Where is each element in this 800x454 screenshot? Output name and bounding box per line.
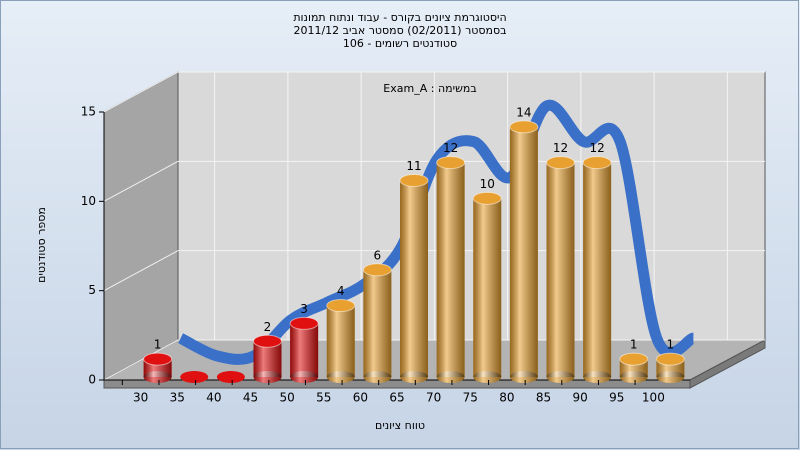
bar-shade: [290, 323, 319, 377]
x-tick-label: 60: [353, 391, 368, 405]
back-wall: [177, 71, 766, 341]
bar-bottom-shade: [400, 371, 428, 383]
bar-bottom-shade: [143, 371, 172, 383]
grid-line: [103, 160, 179, 202]
x-tick-label: 80: [499, 391, 514, 405]
x-tick-label: 90: [572, 391, 587, 405]
x-tick-label: 85: [536, 391, 551, 405]
bar-top: [546, 156, 575, 170]
bar-base: [216, 371, 245, 383]
bar-bottom-shade: [656, 371, 685, 383]
grid-line: [103, 71, 179, 113]
y-axis-label: מספר סטודנטים: [35, 207, 48, 283]
bar-top: [472, 191, 502, 205]
bar-shade: [326, 305, 355, 377]
grid-line: [103, 339, 179, 381]
bar-bottom-shade: [546, 371, 575, 383]
x-tick-label: 95: [609, 391, 624, 405]
y-tick-label: 15: [81, 105, 96, 119]
x-tick-label: 50: [279, 391, 294, 405]
x-tick-label: 30: [133, 391, 148, 405]
data-label: 1: [154, 338, 162, 352]
chart-title: היסטוגרמת ציונים בקורס - עבוד ונתוח תמונ…: [293, 11, 506, 24]
side-wall: [103, 71, 179, 381]
data-label: 12: [589, 141, 604, 155]
data-label: 12: [553, 141, 568, 155]
bar-shade: [546, 162, 575, 377]
bar-top: [326, 299, 356, 313]
chart-title: בסמסטר (02/2011) סמסטר אביב 2011/12: [293, 24, 506, 37]
y-tick-label: 0: [88, 373, 96, 387]
data-label: 11: [406, 159, 421, 173]
data-label: 2: [264, 320, 272, 334]
data-label: 4: [337, 284, 345, 298]
bar-shade: [583, 162, 612, 377]
bar-top: [143, 352, 173, 366]
data-label: 3: [300, 302, 308, 316]
trend-ribbon: [178, 99, 696, 365]
x-tick-label: 70: [426, 391, 441, 405]
bar-bottom-shade: [290, 371, 319, 383]
grid-line: [103, 250, 179, 292]
bar-bottom-shade: [619, 371, 648, 383]
data-label: 12: [443, 141, 458, 155]
bar-shade: [400, 180, 428, 377]
y-tick-label: 10: [81, 194, 96, 208]
bar-top: [399, 173, 429, 187]
bar-bottom-shade: [509, 371, 538, 383]
y-tick-label: 5: [88, 283, 96, 297]
bar-shade: [436, 162, 465, 377]
bar-top: [509, 120, 539, 134]
data-label: 14: [516, 105, 531, 119]
chart-subtitle: במשימה : Exam_A: [383, 82, 476, 95]
bar-bottom-shade: [583, 371, 612, 383]
bar-top: [655, 352, 685, 366]
bar-shade: [473, 198, 502, 377]
data-label: 6: [374, 248, 382, 262]
bar-bottom-shade: [363, 371, 392, 383]
bar-bottom-shade: [436, 371, 465, 383]
bar-shade: [363, 269, 392, 377]
x-tick-label: 40: [206, 391, 221, 405]
x-tick-label: 45: [243, 391, 258, 405]
bar-bottom-shade: [253, 371, 282, 383]
x-tick-label: 100: [642, 391, 665, 405]
chart-title: סטודנטים רשומים - 106: [343, 37, 457, 50]
x-tick-label: 75: [463, 391, 478, 405]
bar-top: [253, 334, 282, 348]
bar-top: [619, 352, 649, 366]
bar-base: [180, 371, 209, 383]
x-tick-label: 35: [170, 391, 185, 405]
bar-top: [582, 156, 612, 170]
data-label: 1: [667, 338, 675, 352]
bar-bottom-shade: [473, 371, 502, 383]
data-label: 10: [480, 177, 495, 191]
bar-bottom-shade: [326, 371, 355, 383]
bar-top: [289, 316, 319, 330]
data-label: 1: [630, 338, 638, 352]
bar-top: [436, 156, 466, 170]
bar-shade: [509, 126, 538, 377]
x-axis-label: טווח ציונים: [375, 419, 425, 432]
x-tick-label: 65: [389, 391, 404, 405]
x-tick-label: 55: [316, 391, 331, 405]
floor-edge: [689, 339, 766, 389]
bar-top: [362, 263, 392, 277]
